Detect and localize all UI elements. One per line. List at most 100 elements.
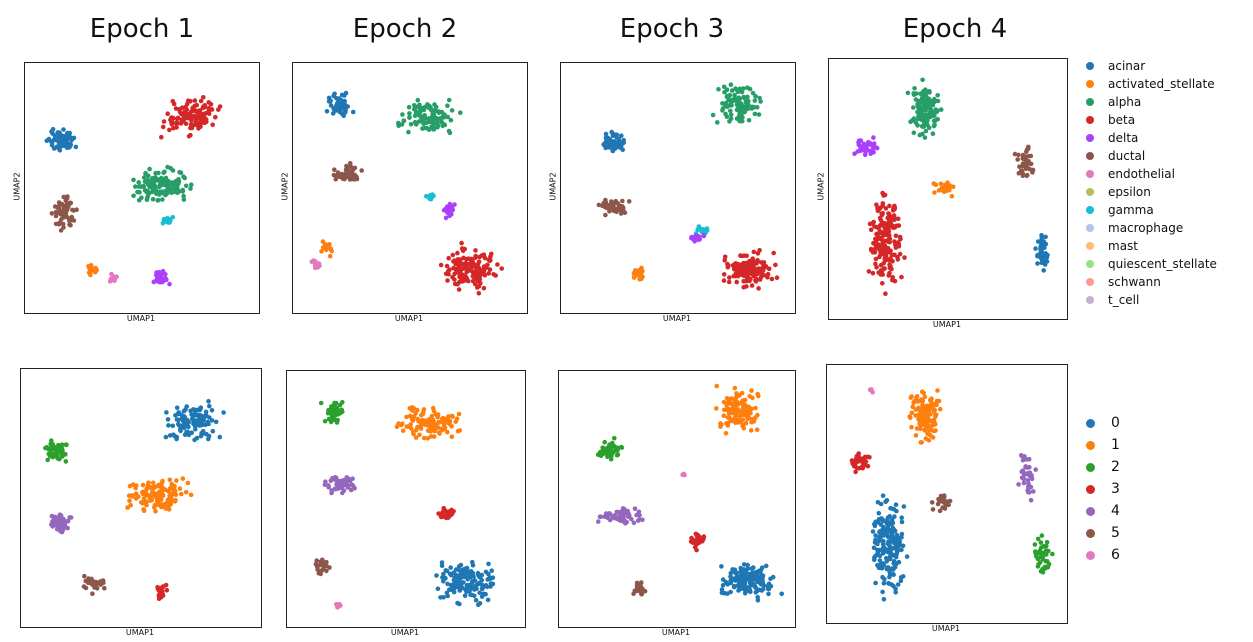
scatter-point (728, 589, 733, 595)
scatter-point (911, 130, 917, 136)
scatter-point (1038, 240, 1043, 245)
scatter-point (157, 182, 163, 187)
scatter-point (920, 93, 926, 98)
scatter-point (181, 197, 187, 202)
scatter-point (125, 505, 130, 510)
scatter-point (748, 276, 753, 282)
scatter-point (455, 266, 460, 272)
epoch-3-title: Epoch 3 (619, 14, 725, 44)
scatter-point (61, 134, 67, 139)
scatter-plot-area (44, 95, 223, 287)
scatter-point (753, 268, 759, 273)
scatter-point (186, 98, 191, 103)
scatter-point (631, 520, 637, 526)
scatter-point (887, 527, 893, 533)
scatter-point (316, 570, 322, 576)
legend-entry: activated_stellate (1086, 75, 1217, 93)
scatter-point (931, 118, 937, 123)
scatter-point (487, 267, 493, 272)
scatter-point (443, 515, 449, 520)
scatter-point (596, 519, 601, 524)
scatter-point (895, 254, 900, 260)
scatter-point (895, 582, 901, 587)
legend-entry: quiescent_stellate (1086, 255, 1217, 273)
scatter-point (153, 191, 159, 196)
legend-entry: t_cell (1086, 291, 1217, 309)
legend-entry: alpha (1086, 93, 1217, 111)
scatter-point (758, 260, 764, 265)
scatter-point (721, 278, 727, 283)
scatter-point (719, 590, 725, 595)
scatter-point (874, 202, 879, 207)
scatter-point (892, 206, 897, 212)
scatter-point (734, 391, 739, 396)
scatter-point (856, 140, 861, 145)
scatter-point (182, 109, 188, 114)
scatter-point (136, 184, 142, 189)
scatter-point (743, 420, 749, 426)
scatter-point (457, 428, 463, 433)
scatter-point (129, 493, 135, 498)
scatter-point (1039, 533, 1045, 538)
scatter-point (890, 520, 896, 526)
scatter-point (57, 512, 63, 517)
scatter-point (754, 427, 760, 432)
scatter-point (183, 121, 189, 126)
scatter-point (682, 472, 687, 478)
scatter-point (899, 519, 905, 525)
scatter-point (944, 499, 950, 504)
scatter-point (636, 269, 642, 275)
scatter-point (1017, 164, 1022, 169)
scatter-point (161, 119, 167, 124)
scatter-point (450, 414, 455, 420)
scatter-point (1032, 542, 1038, 547)
scatter-point (447, 267, 452, 272)
scatter-point (603, 511, 609, 516)
scatter-point (185, 480, 191, 486)
scatter-point (935, 116, 940, 122)
scatter-point (929, 110, 934, 115)
scatter-point (637, 517, 642, 522)
scatter-point (445, 581, 450, 587)
scatter-point (755, 598, 761, 603)
scatter-point (869, 221, 875, 226)
umap-panel-epoch1-cluster (20, 368, 262, 628)
scatter-point (158, 496, 164, 502)
scatter-point (887, 520, 892, 526)
scatter-point (916, 417, 922, 422)
scatter-point (439, 560, 445, 565)
scatter-point (491, 272, 496, 277)
scatter-point (183, 422, 188, 427)
scatter-point (477, 254, 482, 260)
scatter-point (83, 585, 89, 591)
scatter-point (721, 272, 727, 277)
scatter-point (900, 543, 906, 549)
scatter-point (873, 256, 879, 262)
scatter-point (328, 246, 333, 251)
scatter-point (337, 402, 343, 408)
scatter-point (870, 270, 876, 276)
scatter-point (476, 291, 482, 296)
scatter-point (920, 402, 925, 408)
scatter-point (63, 442, 69, 448)
scatter-point (922, 135, 928, 140)
scatter-point (1039, 233, 1044, 238)
scatter-point (766, 591, 771, 597)
scatter-point (1020, 457, 1026, 463)
scatter-point (722, 254, 728, 260)
scatter-point (923, 427, 929, 432)
scatter-point (915, 123, 920, 128)
legend-label: ductal (1108, 149, 1146, 163)
scatter-point (445, 510, 451, 515)
scatter-point (870, 147, 876, 153)
scatter-point (870, 529, 876, 534)
scatter-point (454, 584, 459, 590)
scatter-point (897, 251, 903, 257)
scatter-point (616, 202, 622, 208)
scatter-point (339, 485, 345, 491)
legend-marker-icon (1086, 224, 1094, 232)
scatter-point (161, 217, 167, 222)
scatter-point (620, 147, 625, 152)
scatter-point (142, 188, 148, 193)
scatter-plot-area (595, 383, 784, 603)
